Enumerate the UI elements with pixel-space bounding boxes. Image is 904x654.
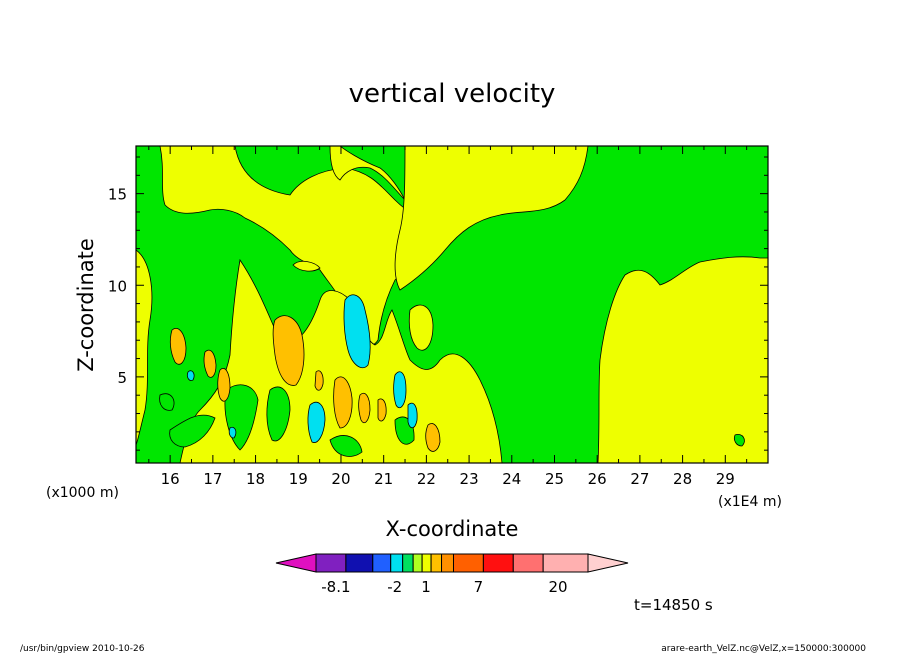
x-axis: 16 17 18 19 20 21 22 23 24 25 26 27 28 29 [148,146,748,488]
x-tick-label: 20 [331,470,350,488]
contour-green-island [734,433,745,447]
footer-right: arare-earth_VelZ.nc@VelZ,x=150000:300000 [661,644,866,654]
x-tick-label: 29 [716,470,735,488]
colorbar-box [430,553,443,573]
x-tick-label: 26 [588,470,607,488]
y-tick-label: 5 [117,369,127,387]
contour-yellow-region [179,258,503,463]
contour-yellow-region [408,304,434,351]
colorbar-label: -8.1 [321,578,350,596]
colorbar-box [390,553,404,573]
contour-green-island [266,386,291,442]
contour-yellow-region [394,146,589,291]
colorbar-box [402,553,414,573]
z-unit-label: (x1000 m) [46,485,119,501]
x-tick-label: 23 [460,470,479,488]
contour-orange-region [377,398,387,422]
contour-cyan-region [228,426,237,439]
time-label: t=14850 s [634,596,713,614]
contour-cyan-region [393,371,407,409]
x-tick-label: 16 [161,470,180,488]
contour-orange-region [425,423,441,452]
colorbar-box [412,553,423,573]
colorbar-box [482,553,514,573]
colorbar-label: 7 [474,578,484,596]
colorbar [275,553,629,573]
contour-cyan-region [343,294,371,369]
footer-left: /usr/bin/gpview 2010-10-26 [20,644,145,654]
colorbar-label: 20 [548,578,567,596]
chart-title: vertical velocity [349,79,556,109]
contour-orange-region [314,370,324,391]
x-tick-label: 21 [374,470,393,488]
contour-yellow-region [292,260,321,272]
contour-orange-region [169,328,187,365]
x-tick-label: 27 [630,470,649,488]
contour-yellow-region [195,146,406,201]
y-axis-label: Z-coordinate [74,238,98,372]
colorbar-box [441,553,454,573]
x-tick-label: 22 [417,470,436,488]
colorbar-max-arrow [587,553,629,573]
contour-cyan-region [307,401,326,443]
colorbar-min-arrow [275,553,317,573]
colorbar-label: 1 [421,578,431,596]
colorbar-labels: -8.1 -2 1 7 20 [321,578,567,596]
contour-green-island [169,414,216,448]
colorbar-box [452,553,484,573]
contour-orange-region [272,315,305,386]
colorbar-box [372,553,392,573]
contour-orange-region [203,349,217,378]
contour-field [136,146,768,463]
contour-green-island [329,435,363,457]
y-tick-label: 15 [108,186,127,204]
x-tick-label: 25 [545,470,564,488]
colorbar-label: -2 [387,578,402,596]
colorbar-box [315,553,347,573]
colorbar-box [512,553,544,573]
contour-orange-region [333,376,353,429]
contour-green-island [159,393,175,411]
colorbar-box [542,553,589,573]
x-axis-label: X-coordinate [386,517,519,541]
y-axis: 5 10 15 [108,156,768,451]
x-tick-label: 28 [673,470,692,488]
contour-cyan-region [407,402,418,429]
contour-orange-region [217,368,231,402]
x-unit-label: (x1E4 m) [718,494,782,510]
colorbar-box [421,553,432,573]
x-tick-label: 17 [203,470,222,488]
contour-orange-region [358,392,371,424]
x-tick-label: 18 [246,470,265,488]
x-tick-label: 24 [502,470,521,488]
colorbar-box [345,553,374,573]
x-tick-label: 19 [289,470,308,488]
y-tick-label: 10 [108,277,127,295]
contour-yellow-region [136,249,153,446]
plot-frame [135,145,769,464]
contour-yellow-region [597,256,768,463]
contour-cyan-region [186,370,195,381]
